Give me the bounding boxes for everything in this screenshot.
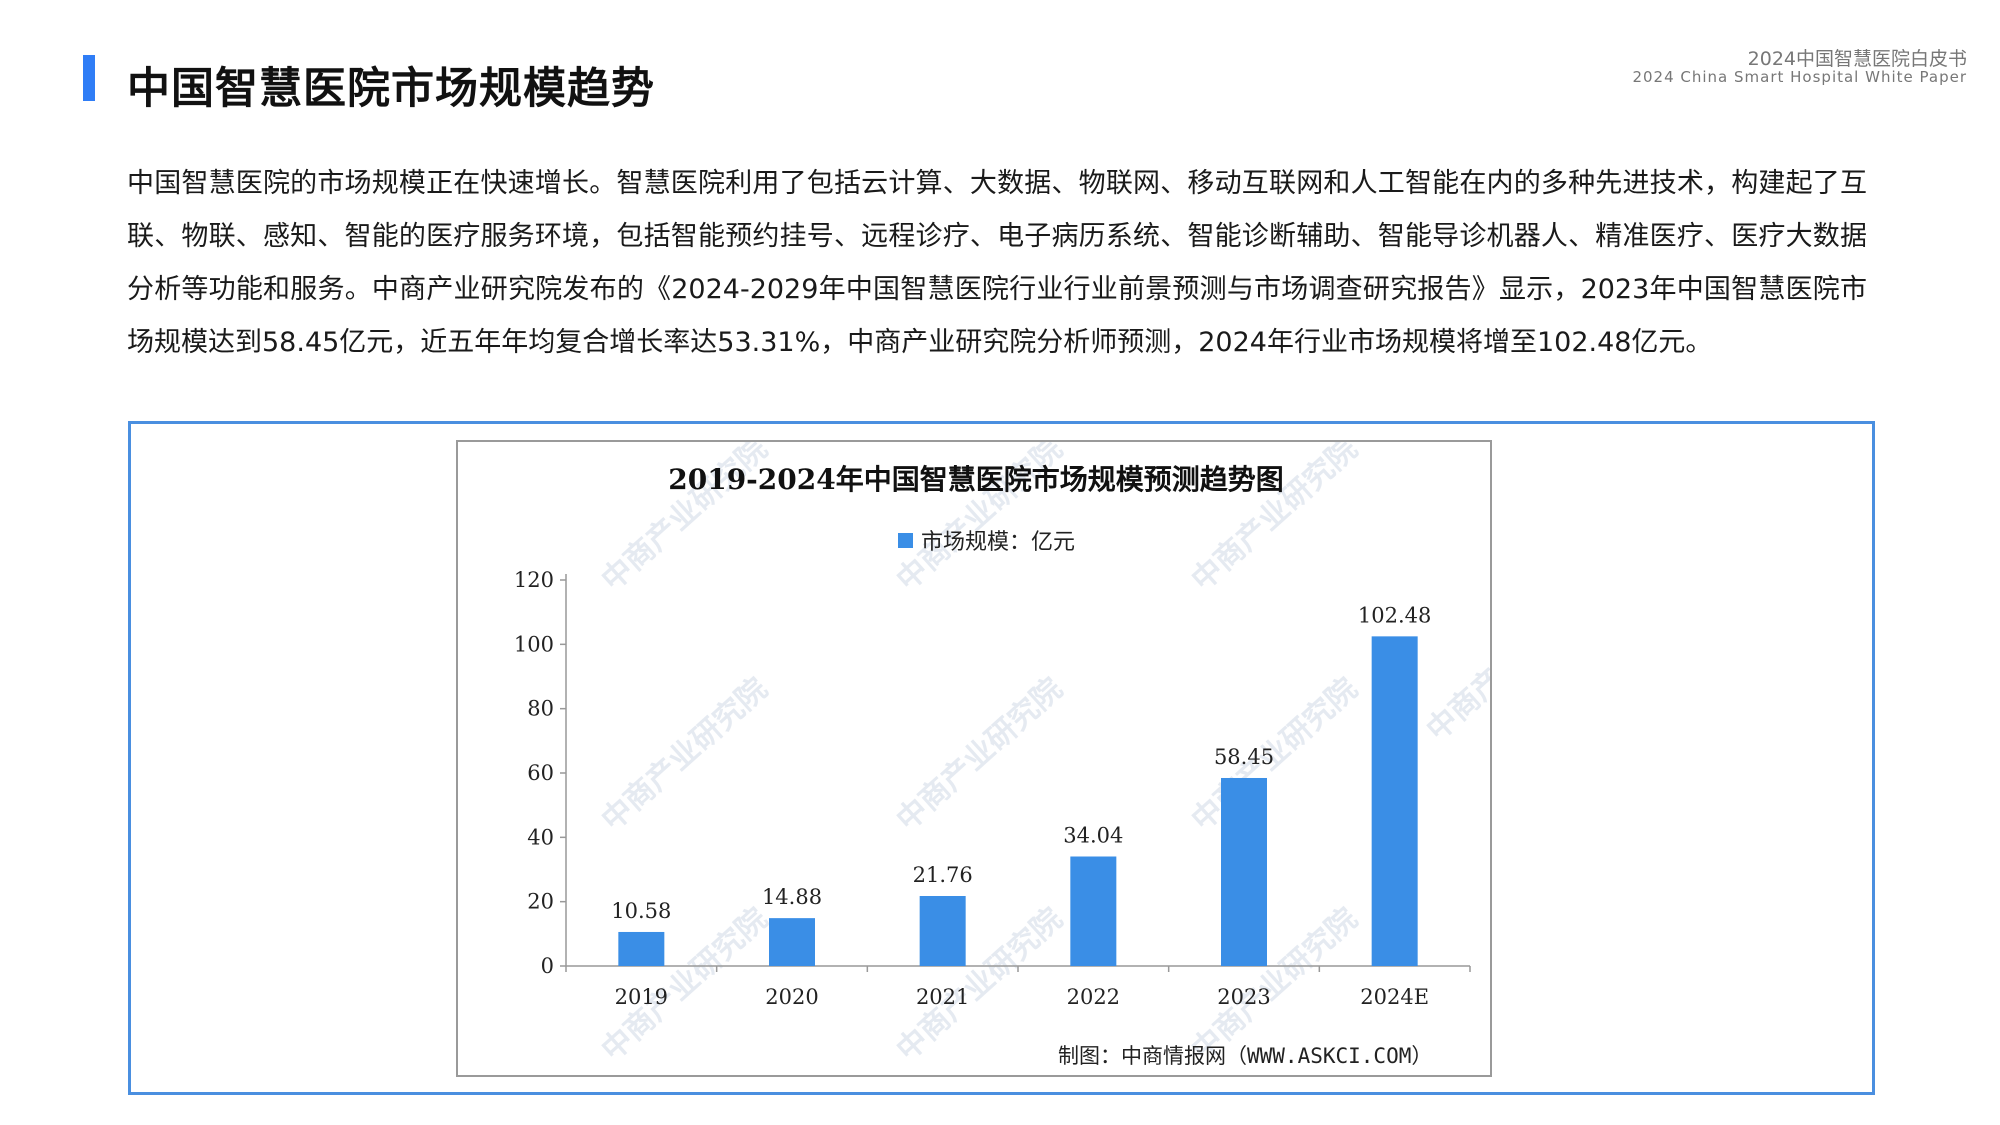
bar-2023 [1221,777,1267,966]
chart-frame [128,421,1875,1095]
title-accent-bar [83,55,95,101]
bar-2020 [769,918,815,966]
bar-2021 [919,896,966,966]
data-label: 14.88 [762,885,822,909]
chart-container: 中商产业研究院 中商产业研究院 中商产业研究院 中商产业研究院 中商产业研究院 中商产业研… [456,440,1492,1077]
data-label: 10.58 [611,899,671,923]
axis-layer: 0 20 40 60 80 100 120 [514,568,1471,978]
bar-2019 [618,931,665,966]
data-label: 102.48 [1358,603,1431,627]
y-tick-label: 0 [541,954,554,978]
data-label: 21.76 [913,863,973,887]
y-tick-label: 60 [527,761,554,785]
y-tick-label: 120 [514,568,554,592]
y-tick-label: 40 [527,825,554,849]
bar-2024E [1371,636,1418,966]
y-tick-label: 20 [527,890,554,914]
chart-title: 2019-2024年中国智慧医院市场规模预测趋势图 [668,463,1284,496]
chart-legend: 市场规模：亿元 [898,524,1075,556]
bar-layer [618,636,1418,966]
brand-title-en: 2024 China Smart Hospital White Paper [1632,68,1967,86]
x-tick-label: 2023 [1217,985,1270,1009]
watermark-text: 中商产业研究院 [1185,671,1364,838]
x-tick-label: 2022 [1067,985,1120,1009]
page-title: 中国智慧医院市场规模趋势 [127,64,655,114]
label-layer: 10.58 2019 14.88 2020 21.76 2021 34.04 2022 58.4… [611,603,1431,1009]
brand-title-cn: 2024中国智慧医院白皮书 [1747,48,1967,70]
x-tick-label: 2020 [765,985,818,1009]
legend-label: 市场规模：亿元 [921,530,1076,555]
x-tick-label: 2019 [615,985,668,1009]
watermark-text: 中商产业研究院 [595,671,774,838]
legend-swatch [898,532,913,548]
chart-source: 制图：中商情报网（WWW.ASKCI.COM） [1058,1044,1433,1068]
data-label: 34.04 [1063,824,1123,848]
intro-paragraph: 中国智慧医院的市场规模正在快速增长。智慧医院利用了包括云计算、大数据、物联网、移… [127,168,1867,358]
watermark-text: 中商产业研究院 [890,671,1069,838]
x-tick-label: 2021 [916,985,969,1009]
bar-2022 [1070,856,1117,966]
x-tick-label: 2024E [1360,985,1429,1009]
y-tick-label: 100 [514,632,554,656]
data-label: 58.45 [1214,745,1274,769]
y-tick-label: 80 [527,697,554,721]
